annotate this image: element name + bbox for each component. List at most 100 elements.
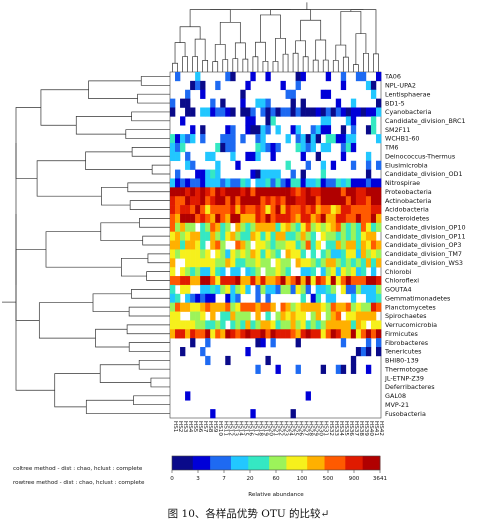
heatmap-cell [230, 205, 236, 215]
column-dendrogram-branch [315, 39, 327, 61]
heatmap-cell [270, 329, 276, 339]
heatmap-cell [310, 178, 316, 188]
heatmap-cell [370, 231, 377, 241]
row-dendrogram-branch [92, 293, 132, 312]
row-label: Candidate_division_TM7 [385, 250, 462, 258]
heatmap-cell [210, 284, 216, 295]
heatmap-cell [315, 284, 322, 295]
heatmap-cell [310, 222, 316, 232]
heatmap-cell [315, 293, 322, 303]
heatmap-cell [235, 222, 241, 232]
colorbar-tick-label: 20 [246, 476, 254, 482]
heatmap-cell [300, 293, 306, 303]
heatmap-cell [195, 320, 201, 330]
heatmap-cell [255, 284, 261, 295]
heatmap-cell [355, 178, 362, 188]
heatmap-cell [210, 213, 216, 224]
heatmap-cell [335, 231, 342, 241]
heatmap-cell [265, 320, 271, 330]
heatmap-cell [365, 196, 372, 206]
heatmap-cell [320, 329, 327, 339]
heatmap-cell [190, 187, 196, 197]
colorbar-segment [341, 456, 346, 470]
colorbar-segment [328, 456, 332, 470]
heatmap-cell [205, 231, 211, 241]
heatmap-cell [290, 284, 296, 295]
heatmap-cell [365, 284, 372, 295]
heatmap-cell [270, 240, 276, 250]
heatmap-cell [330, 205, 337, 215]
heatmap-cell [275, 231, 281, 241]
column-dendrogram-branch [335, 44, 347, 61]
heatmap-cell [295, 284, 301, 295]
heatmap-cell [260, 169, 266, 179]
colorbar-segment [265, 456, 270, 470]
heatmap-cell [190, 329, 196, 339]
heatmap-cell [295, 329, 301, 339]
heatmap-cell [205, 107, 211, 117]
row-label: Tenericutes [384, 348, 422, 356]
row-label: Proteobacteria [385, 188, 432, 196]
heatmap-cell [310, 125, 316, 135]
heatmap-cell [365, 293, 372, 303]
column-dendrogram-branch [332, 60, 339, 72]
heatmap-cell [255, 267, 261, 277]
heatmap-cell [250, 249, 256, 259]
heatmap-cell [285, 240, 291, 250]
heatmap-cell [370, 276, 377, 286]
heatmap-cell [205, 329, 211, 339]
heatmap-cell [190, 293, 196, 303]
heatmap-cell [205, 320, 211, 330]
heatmap-cell [320, 160, 327, 170]
heatmap-cell [310, 267, 316, 277]
heatmap-cell [275, 364, 281, 374]
heatmap-cell [185, 231, 191, 241]
heatmap-cell [265, 302, 271, 312]
heatmap-cell [365, 347, 372, 357]
colorbar-segment [362, 456, 367, 470]
column-dendrogram-branch [192, 56, 198, 72]
heatmap-cell [200, 187, 206, 197]
heatmap-cell [320, 267, 327, 277]
heatmap-cell [365, 151, 372, 162]
column-dendrogram-branch [312, 59, 319, 72]
heatmap-cell [335, 320, 342, 330]
heatmap-cell [320, 142, 327, 153]
colorbar-segment [345, 456, 350, 470]
heatmap-cell [215, 267, 221, 277]
heatmap-cell [360, 347, 367, 357]
column-label: HS22 [278, 421, 284, 436]
heatmap-cell [255, 205, 261, 215]
row-label: Lentisphaerae [385, 90, 431, 98]
heatmap-cell [190, 302, 196, 312]
heatmap-cell [370, 80, 377, 91]
heatmap-cell [240, 134, 246, 144]
heatmap-cell [355, 284, 362, 295]
heatmap-cell [330, 311, 337, 321]
row-dendrogram-branch [129, 200, 170, 210]
heatmap-cell [195, 205, 201, 215]
heatmap-cell [225, 276, 231, 286]
heatmap-cell [200, 80, 206, 91]
column-label: HS18 [257, 421, 263, 436]
heatmap-cell [355, 231, 362, 241]
heatmap-cell [310, 329, 316, 339]
colorbar-segment [262, 456, 266, 470]
heatmap-cell [370, 284, 377, 295]
column-label: HS28 [308, 421, 314, 436]
heatmap-cell [365, 187, 372, 197]
heatmap-cell [250, 116, 256, 126]
heatmap-cell [200, 196, 206, 206]
heatmap-cell [360, 231, 367, 241]
heatmap-cell [375, 249, 382, 259]
heatmap-cell [375, 187, 382, 197]
heatmap-cell [290, 205, 296, 215]
heatmap-cell [315, 134, 322, 144]
heatmap-cell [220, 320, 226, 330]
heatmap-cell [255, 222, 261, 232]
heatmap-cell [280, 284, 286, 295]
column-label: HS33 [333, 421, 339, 436]
heatmap-cell [325, 196, 332, 206]
heatmap-cell [175, 276, 181, 286]
heatmap-cell [330, 293, 337, 303]
